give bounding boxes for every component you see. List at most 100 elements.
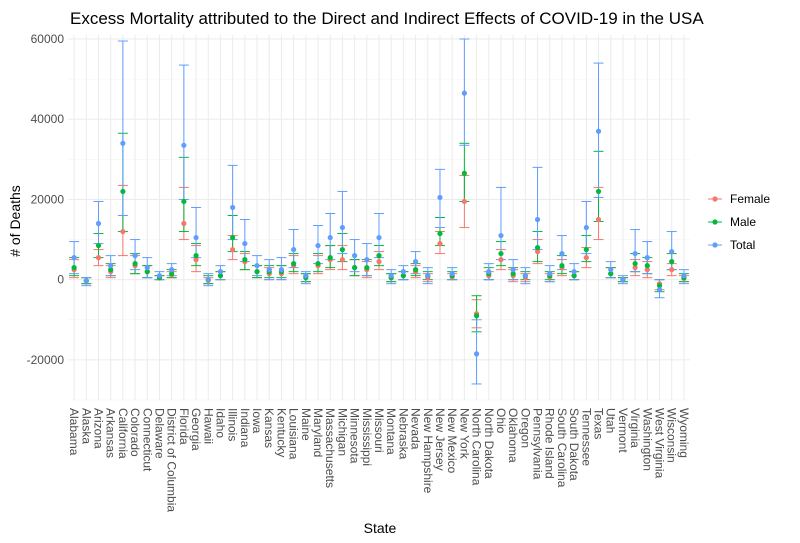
- data-point: [339, 257, 346, 263]
- data-point: [291, 246, 297, 253]
- data-point: [400, 269, 406, 275]
- data-point: [632, 265, 638, 271]
- data-point: [254, 263, 260, 269]
- data-point: [522, 273, 528, 279]
- legend-key-point: [712, 242, 718, 248]
- data-point: [193, 253, 199, 259]
- legend-key-point: [712, 219, 718, 225]
- x-tick-label: Iowa: [250, 408, 264, 434]
- data-point: [595, 216, 602, 223]
- x-tick-label: Kentucky: [274, 408, 288, 457]
- data-point: [388, 273, 394, 279]
- data-point: [193, 234, 199, 241]
- data-point: [327, 255, 333, 261]
- x-axis-ticks: AlabamaAlaskaArizonaArkansasCaliforniaCo…: [67, 408, 691, 512]
- data-point: [230, 246, 236, 253]
- data-point: [291, 261, 297, 267]
- x-tick-label: Virginia: [628, 408, 642, 448]
- x-tick-label: Delaware: [152, 408, 166, 459]
- data-point: [327, 234, 333, 241]
- data-point: [230, 234, 236, 241]
- data-point: [644, 255, 650, 261]
- data-point: [656, 283, 663, 289]
- data-point: [352, 265, 358, 271]
- data-point: [364, 257, 370, 263]
- y-tick-label: 20000: [31, 192, 65, 206]
- data-point: [108, 263, 114, 269]
- data-point: [449, 271, 455, 277]
- x-tick-label: Illinois: [226, 408, 240, 441]
- data-point: [205, 277, 211, 283]
- y-axis-ticks: -20000 0 20000 40000 60000: [27, 32, 65, 367]
- data-point: [120, 228, 126, 235]
- data-point: [632, 261, 638, 267]
- x-tick-label: North Dakota: [482, 408, 496, 479]
- data-point: [376, 259, 382, 265]
- data-point: [71, 255, 77, 261]
- x-tick-label: Pennsylvania: [531, 408, 545, 480]
- legend-label: Total: [730, 238, 755, 252]
- data-point: [461, 198, 467, 205]
- data-point: [242, 257, 248, 263]
- data-point: [376, 253, 382, 259]
- data-point: [608, 271, 614, 277]
- data-point: [595, 128, 602, 134]
- x-tick-label: Michigan: [335, 408, 349, 456]
- x-tick-label: New Mexico: [445, 408, 459, 474]
- x-tick-label: Arkansas: [104, 408, 118, 458]
- data-point: [339, 246, 346, 253]
- data-point: [644, 267, 650, 273]
- x-tick-label: South Carolina: [555, 408, 569, 488]
- data-point: [181, 220, 187, 227]
- data-point: [230, 204, 236, 211]
- x-tick-label: Indiana: [238, 408, 252, 448]
- x-tick-label: Connecticut: [140, 408, 154, 472]
- x-tick-label: Florida: [177, 408, 191, 445]
- data-point: [473, 313, 480, 319]
- x-tick-label: Colorado: [128, 408, 142, 457]
- x-tick-label: New Jersey: [433, 408, 447, 471]
- x-tick-label: Hawaii: [201, 408, 215, 444]
- legend-label: Male: [730, 215, 756, 229]
- x-tick-label: Montana: [384, 408, 398, 455]
- x-tick-label: Utah: [604, 408, 618, 433]
- data-point: [83, 278, 89, 284]
- data-point: [412, 259, 419, 265]
- data-point: [144, 265, 150, 271]
- data-point: [95, 255, 102, 261]
- data-point: [339, 224, 346, 231]
- x-tick-label: Oregon: [518, 408, 532, 448]
- x-tick-label: North Carolina: [470, 408, 484, 486]
- x-tick-label: Georgia: [189, 408, 203, 451]
- x-tick-label: Nebraska: [396, 408, 410, 460]
- data-point: [132, 261, 138, 267]
- data-point: [169, 267, 175, 273]
- data-point: [437, 230, 443, 237]
- y-tick-label: -20000: [27, 353, 65, 367]
- data-point: [669, 248, 675, 255]
- data-point: [71, 265, 77, 271]
- x-tick-label: District of Columbia: [165, 408, 179, 512]
- data-point: [681, 273, 687, 279]
- data-point: [498, 257, 504, 263]
- x-tick-label: Massachusetts: [323, 408, 337, 488]
- data-point: [461, 90, 467, 96]
- data-point: [559, 263, 565, 269]
- y-tick-label: 40000: [31, 112, 65, 126]
- x-tick-label: New Hampshire: [421, 408, 435, 494]
- data-point: [132, 253, 138, 259]
- data-point: [425, 273, 431, 279]
- data-point: [217, 273, 224, 279]
- x-tick-label: Vermont: [616, 408, 630, 453]
- data-point: [108, 267, 114, 273]
- data-point: [376, 234, 382, 241]
- data-point: [510, 267, 516, 273]
- data-point: [510, 271, 516, 277]
- data-marks: [69, 38, 689, 385]
- data-point: [193, 257, 199, 263]
- data-point: [534, 244, 541, 251]
- data-point: [583, 224, 589, 231]
- x-tick-label: Texas: [592, 408, 606, 439]
- x-tick-label: Kansas: [262, 408, 276, 448]
- data-point: [632, 250, 638, 257]
